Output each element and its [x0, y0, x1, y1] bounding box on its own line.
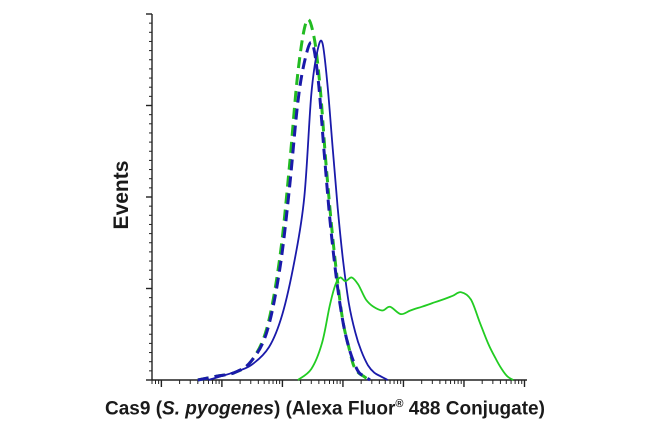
series-line-1: [197, 17, 370, 382]
series-layer: [197, 17, 514, 382]
x-axis: [151, 379, 527, 387]
y-axis: [146, 13, 153, 381]
y-axis-label: Events: [110, 160, 133, 230]
x-axis-label-prefix: Cas9 (: [105, 398, 163, 420]
series-line-2: [197, 40, 371, 382]
series-line-3: [208, 39, 389, 381]
x-axis-label-italic: S. pyogenes: [162, 398, 274, 420]
x-axis-label-suffix: 488 Conjugate): [403, 398, 545, 420]
x-axis-label: Cas9 (S. pyogenes) (Alexa Fluor® 488 Con…: [0, 398, 650, 420]
x-axis-label-registered: ®: [395, 398, 404, 410]
x-axis-label-middle: ) (Alexa Fluor: [273, 398, 396, 420]
series-line-4: [297, 276, 514, 381]
